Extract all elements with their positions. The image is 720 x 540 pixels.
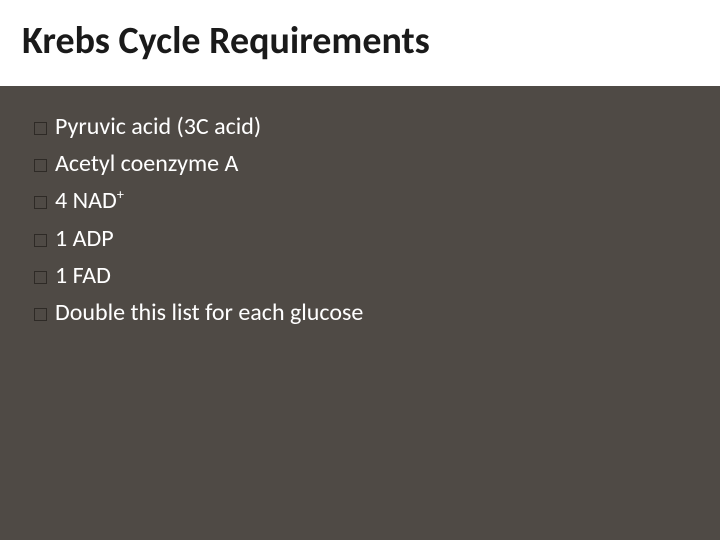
list-item: Pyruvic acid (3C acid)	[34, 108, 686, 145]
list-item: Double this list for each glucose	[34, 294, 686, 331]
item-superscript: +	[117, 185, 124, 203]
slide-title: Krebs Cycle Requirements	[22, 18, 698, 64]
square-bullet-icon	[34, 159, 47, 172]
list-item: Acetyl coenzyme A	[34, 145, 686, 182]
list-item: 1 ADP	[34, 220, 686, 257]
item-base-text: 4 NAD	[55, 186, 117, 215]
item-text: 4 NAD+	[55, 182, 124, 219]
square-bullet-icon	[34, 234, 47, 247]
square-bullet-icon	[34, 271, 47, 284]
title-bar: Krebs Cycle Requirements	[0, 0, 720, 86]
item-text: 1 ADP	[55, 220, 114, 257]
item-text: Double this list for each glucose	[55, 294, 363, 331]
item-text: 1 FAD	[55, 257, 111, 294]
slide-content: Pyruvic acid (3C acid) Acetyl coenzyme A…	[0, 86, 720, 353]
square-bullet-icon	[34, 122, 47, 135]
list-item: 1 FAD	[34, 257, 686, 294]
square-bullet-icon	[34, 196, 47, 209]
square-bullet-icon	[34, 308, 47, 321]
item-text: Pyruvic acid (3C acid)	[55, 108, 261, 145]
list-item: 4 NAD+	[34, 182, 686, 219]
item-text: Acetyl coenzyme A	[55, 145, 238, 182]
